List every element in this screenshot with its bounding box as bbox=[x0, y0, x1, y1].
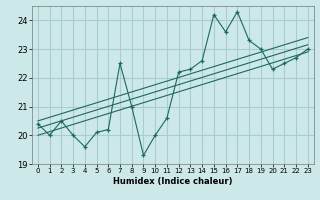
X-axis label: Humidex (Indice chaleur): Humidex (Indice chaleur) bbox=[113, 177, 233, 186]
